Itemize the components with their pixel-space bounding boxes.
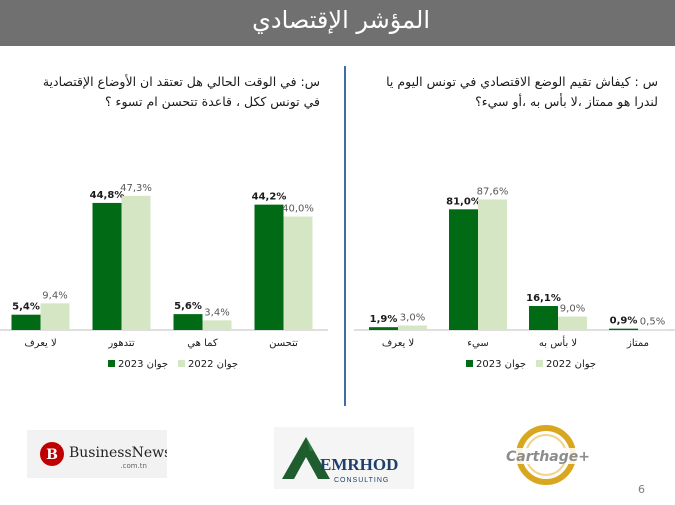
business-news-logo-art: B BusinessNews .com.tn <box>40 442 171 470</box>
legend-swatch-1 <box>536 360 543 367</box>
data-label-2022-1: 47,3% <box>120 183 152 194</box>
business-news-sub: .com.tn <box>120 462 147 470</box>
data-label-2022-0: 9,4% <box>42 290 67 301</box>
bar-2023-0 <box>11 314 41 330</box>
business-news-letter: B <box>46 447 58 463</box>
bar-2023-2 <box>173 314 203 330</box>
data-label-2023-2: 5,6% <box>174 301 202 312</box>
bar-2022-1 <box>121 195 151 330</box>
carthage-logo-art: Carthage+ <box>502 425 596 485</box>
data-label-2023-2: 16,1% <box>526 293 561 304</box>
data-label-2022-2: 3,4% <box>204 307 229 318</box>
emrhod-logo-art: EMRHOD CONSULTING <box>282 437 398 484</box>
data-label-2023-1: 44,8% <box>90 190 125 201</box>
bar-2022-0 <box>40 303 70 330</box>
data-label-2022-3: 0,5% <box>640 316 665 327</box>
question-left: س: في الوقت الحالي هل تعتقد ان الأوضاع ا… <box>42 74 320 109</box>
page-title: المؤشر الإقتصادي <box>252 6 430 34</box>
bar-2022-1 <box>478 199 507 330</box>
legend-swatch-0 <box>108 360 115 367</box>
bar-2023-1 <box>92 202 122 330</box>
chart-right: 1,9% 3,0% لا يعرف 81,0%87,6% سيء 16,1%9,0% لا … <box>354 186 675 370</box>
category-label-2: كما هي <box>187 338 218 349</box>
data-label-2023-1: 81,0% <box>446 196 481 207</box>
bar-2022-3 <box>283 216 313 330</box>
title-bar: المؤشر الإقتصادي <box>0 0 675 46</box>
bar-2023-1 <box>449 209 478 330</box>
legend-label-0: جوان 2023 <box>476 359 526 370</box>
data-label-2022-0: 3,0% <box>400 313 425 324</box>
category-label-3: تتحسن <box>269 338 298 349</box>
chart-left: 5,4%9,4% لا يعرف 44,8%47,3% تتدهور 5,6%3,4% ك… <box>0 183 328 370</box>
data-label-2022-2: 9,0% <box>560 304 585 315</box>
legend-swatch-1 <box>178 360 185 367</box>
data-label-2022-3: 40,0% <box>282 204 314 215</box>
bar-2023-0 <box>369 327 398 330</box>
bar-2022-2 <box>558 316 587 330</box>
bar-2023-2 <box>529 306 558 330</box>
page-number: 6 <box>638 483 645 496</box>
panel-divider <box>344 66 346 406</box>
emrhod-name: EMRHOD <box>320 455 398 474</box>
category-label-1: سيء <box>467 338 488 349</box>
legend-label-0: جوان 2023 <box>118 359 168 370</box>
data-label-2023-0: 5,4% <box>12 302 40 313</box>
category-label-0: لا يعرف <box>382 338 414 349</box>
category-label-2: لا بأس به <box>539 335 577 349</box>
emrhod-logo: EMRHOD CONSULTING <box>274 427 414 489</box>
legend-label-1: جوان 2022 <box>188 359 238 370</box>
business-news-name: BusinessNews <box>69 445 167 461</box>
legend-swatch-0 <box>466 360 473 367</box>
bar-2023-3 <box>609 328 638 330</box>
bar-2022-0 <box>398 325 427 330</box>
data-label-2022-1: 87,6% <box>477 186 509 197</box>
bar-2022-2 <box>202 320 232 330</box>
bar-2023-3 <box>254 204 284 330</box>
question-right: س : كيفاش تقيم الوضع الاقتصادي في تونس ا… <box>386 74 658 109</box>
category-label-3: ممتاز <box>626 338 649 349</box>
data-label-2023-0: 1,9% <box>370 314 398 325</box>
data-label-2023-3: 44,2% <box>252 192 287 203</box>
data-label-2023-3: 0,9% <box>610 316 638 327</box>
business-news-logo: B BusinessNews .com.tn <box>27 430 171 478</box>
carthage-logo: Carthage+ <box>500 424 600 486</box>
emrhod-sub: CONSULTING <box>334 477 389 484</box>
legend-label-1: جوان 2022 <box>546 359 596 370</box>
bar-2022-3 <box>638 329 667 330</box>
category-label-0: لا يعرف <box>24 338 56 349</box>
carthage-name: Carthage+ <box>506 449 590 465</box>
category-label-1: تتدهور <box>107 338 135 349</box>
